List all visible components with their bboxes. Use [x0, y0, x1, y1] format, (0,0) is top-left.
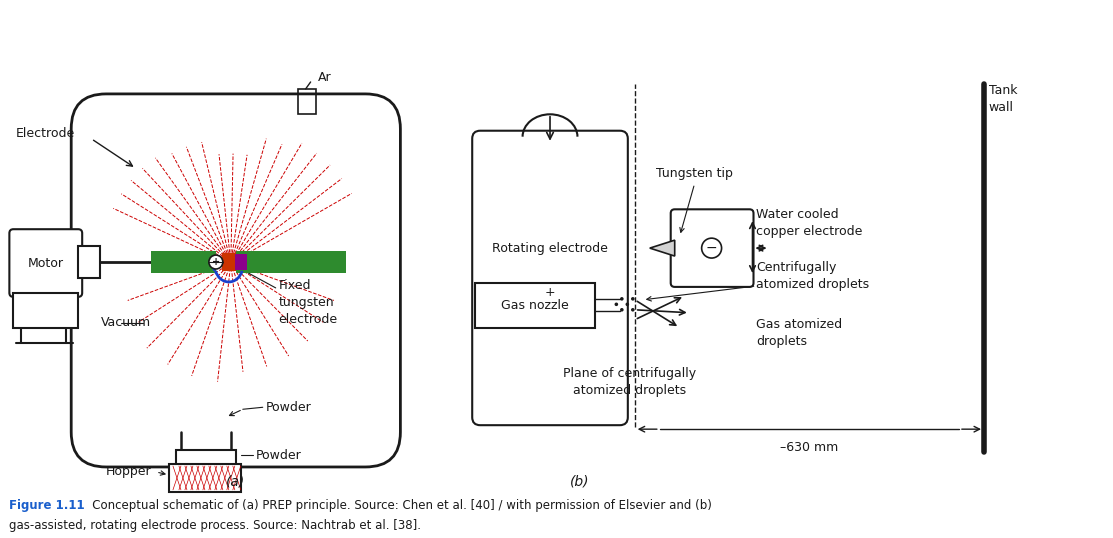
- Text: +: +: [544, 286, 555, 299]
- Text: Hopper: Hopper: [106, 465, 151, 478]
- Text: Vacuum: Vacuum: [101, 316, 151, 329]
- Text: +: +: [211, 257, 220, 267]
- Text: Electrode: Electrode: [16, 127, 75, 140]
- Circle shape: [209, 255, 223, 269]
- Circle shape: [631, 297, 634, 301]
- Bar: [171, 466, 239, 490]
- Text: –630 mm: –630 mm: [780, 441, 838, 454]
- Text: Fixed
tungsten
electrode: Fixed tungsten electrode: [278, 279, 338, 327]
- Bar: [13, 293, 78, 328]
- Bar: [221, 253, 236, 271]
- Circle shape: [614, 302, 618, 306]
- Text: (b): (b): [570, 475, 590, 489]
- Text: Plane of centrifugally
atomized droplets: Plane of centrifugally atomized droplets: [563, 367, 697, 398]
- Text: Ar: Ar: [317, 71, 332, 84]
- Text: Tungsten tip: Tungsten tip: [657, 167, 733, 180]
- Text: Conceptual schematic of (a) PREP principle. Source: Chen et al. [40] / with perm: Conceptual schematic of (a) PREP princip…: [81, 499, 712, 512]
- Bar: [78, 246, 100, 278]
- Text: Tank
wall: Tank wall: [989, 84, 1017, 114]
- Bar: [176, 450, 236, 465]
- Text: Powder: Powder: [266, 401, 312, 414]
- Polygon shape: [650, 240, 674, 256]
- Bar: [235, 254, 247, 270]
- Text: Water cooled
copper electrode: Water cooled copper electrode: [757, 208, 863, 238]
- Bar: [297, 89, 316, 114]
- Circle shape: [626, 302, 629, 306]
- Text: (a): (a): [226, 475, 246, 489]
- Circle shape: [701, 238, 721, 258]
- Text: −: −: [706, 241, 718, 255]
- Bar: [169, 464, 240, 492]
- Text: Motor: Motor: [28, 257, 63, 270]
- Bar: [151, 251, 216, 273]
- Bar: [475, 283, 595, 328]
- Text: Powder: Powder: [256, 449, 302, 462]
- Circle shape: [620, 308, 623, 312]
- Text: gas-assisted, rotating electrode process. Source: Nachtrab et al. [38].: gas-assisted, rotating electrode process…: [9, 519, 422, 532]
- Text: Centrifugally
atomized droplets: Centrifugally atomized droplets: [757, 261, 869, 291]
- Bar: [236, 251, 345, 273]
- Circle shape: [631, 308, 634, 312]
- Text: Rotating electrode: Rotating electrode: [492, 242, 608, 254]
- Text: Gas atomized
droplets: Gas atomized droplets: [757, 317, 843, 348]
- Text: Gas nozzle: Gas nozzle: [501, 299, 569, 312]
- FancyBboxPatch shape: [9, 229, 82, 297]
- FancyBboxPatch shape: [671, 209, 754, 287]
- Circle shape: [620, 297, 623, 301]
- Text: Figure 1.11: Figure 1.11: [9, 499, 85, 512]
- Circle shape: [540, 283, 560, 303]
